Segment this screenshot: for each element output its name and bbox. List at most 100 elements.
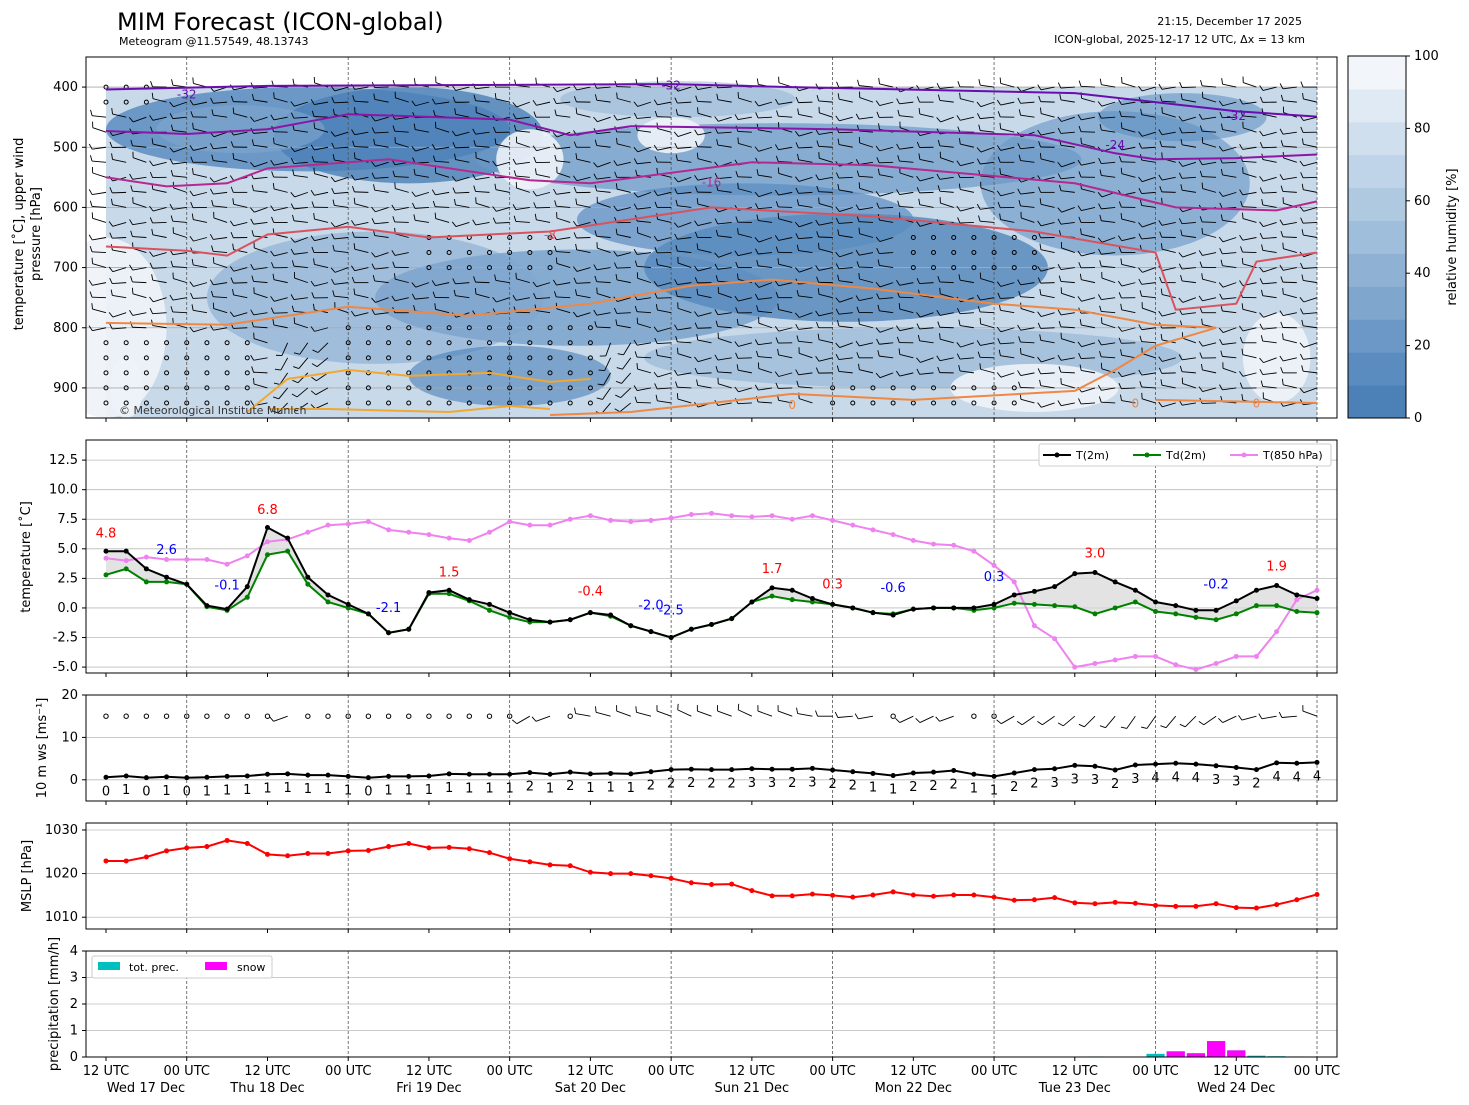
upper-barb-feather bbox=[1057, 218, 1062, 225]
upper-barb-staff bbox=[899, 327, 914, 332]
calm-wind-marker bbox=[365, 355, 371, 361]
upper-barb-feather bbox=[332, 108, 335, 115]
calm-wind-marker bbox=[426, 355, 432, 361]
upper-barb-feather bbox=[979, 363, 981, 370]
upper-barb-feather bbox=[996, 190, 1002, 197]
surface-barb-feather bbox=[915, 718, 921, 723]
upper-barb-staff bbox=[297, 372, 309, 384]
upper-barb-staff bbox=[293, 174, 308, 178]
upper-barb-feather bbox=[673, 222, 679, 228]
calm-wind-marker bbox=[123, 385, 129, 391]
wind-speed-value: 1 bbox=[889, 783, 897, 798]
surface-barb-staff bbox=[919, 715, 934, 723]
upper-barb-feather bbox=[818, 242, 820, 249]
wind-speed-point bbox=[446, 771, 452, 777]
series-point-0 bbox=[305, 574, 311, 580]
calm-wind-marker bbox=[951, 385, 957, 391]
upper-barb-staff bbox=[213, 262, 228, 269]
upper-barb-feather bbox=[472, 174, 477, 180]
upper-barb-feather bbox=[714, 252, 719, 258]
upper-barb-feather bbox=[1218, 327, 1224, 333]
upper-barb-feather bbox=[959, 92, 961, 99]
upper-barb-feather bbox=[251, 275, 254, 282]
upper-barb-staff bbox=[576, 176, 591, 182]
upper-barb-feather bbox=[997, 338, 1001, 344]
calm-wind-marker bbox=[1011, 235, 1017, 240]
upper-barb-staff bbox=[1141, 86, 1156, 92]
upper-barb-feather bbox=[815, 219, 820, 226]
upper-barb-staff bbox=[1060, 312, 1075, 316]
upper-barb-staff bbox=[1000, 146, 1015, 151]
calm-surface-wind-marker bbox=[345, 713, 351, 719]
series-point-1 bbox=[1193, 614, 1199, 620]
calm-surface-wind-marker bbox=[224, 713, 230, 719]
upper-barb-feather bbox=[274, 368, 281, 371]
wind-speed-value: 0 bbox=[102, 784, 110, 799]
isotherm-label: 0 bbox=[1132, 397, 1140, 411]
upper-barb-staff bbox=[677, 398, 692, 404]
upper-barb-feather bbox=[1040, 107, 1042, 114]
calm-wind-marker bbox=[547, 400, 553, 406]
mslp-point bbox=[466, 846, 472, 852]
upper-barb-staff bbox=[758, 297, 773, 300]
series-point-2 bbox=[910, 538, 916, 544]
calm-wind-marker bbox=[830, 385, 836, 391]
upper-barb-staff bbox=[1282, 190, 1297, 193]
upper-barb-feather bbox=[89, 245, 93, 252]
upper-barb-feather bbox=[716, 93, 719, 100]
wind-speed-value: 2 bbox=[566, 779, 574, 794]
calm-wind-marker bbox=[184, 355, 190, 361]
upper-barb-staff bbox=[697, 294, 712, 299]
upper-barb-staff bbox=[1162, 357, 1176, 362]
upper-barb-feather bbox=[916, 96, 920, 103]
upper-barb-feather bbox=[877, 304, 880, 311]
upper-barb-staff bbox=[960, 143, 974, 148]
upper-barb-feather bbox=[1180, 184, 1183, 191]
upper-barb-feather bbox=[999, 122, 1002, 129]
upper-barb-staff bbox=[334, 191, 349, 195]
upper-barb-feather bbox=[896, 336, 900, 343]
upper-barb-feather bbox=[89, 200, 93, 207]
upper-barb-staff bbox=[677, 386, 692, 389]
series-point-2 bbox=[386, 527, 392, 533]
upper-barb-staff bbox=[213, 114, 228, 118]
wind-speed-value: 1 bbox=[869, 780, 877, 795]
upper-barb-staff bbox=[980, 220, 995, 223]
upper-barb-feather bbox=[130, 276, 133, 283]
upper-barb-staff bbox=[515, 175, 530, 178]
series-point-2 bbox=[668, 515, 674, 521]
upper-barb-staff bbox=[1161, 176, 1176, 181]
upper-barb-feather bbox=[1037, 322, 1042, 329]
surface-barb-staff bbox=[717, 710, 732, 717]
calm-wind-marker bbox=[971, 385, 977, 391]
upper-barb-staff bbox=[899, 146, 914, 150]
snow-bar bbox=[1207, 1041, 1226, 1057]
calm-wind-marker bbox=[123, 400, 129, 406]
surface-barb-staff bbox=[1042, 715, 1055, 726]
upper-barb-feather bbox=[856, 170, 860, 177]
series-point-1 bbox=[244, 594, 250, 600]
calm-wind-marker bbox=[406, 400, 412, 406]
upper-barb-staff bbox=[354, 222, 369, 226]
temperature-tick-label: -2.5 bbox=[53, 631, 78, 646]
isotherm-line bbox=[1155, 398, 1318, 404]
calm-wind-marker bbox=[446, 400, 452, 406]
upper-barb-feather bbox=[1139, 199, 1143, 206]
upper-barb-staff bbox=[374, 267, 389, 270]
surface-barb-staff bbox=[616, 710, 631, 717]
upper-barb-staff bbox=[980, 146, 995, 153]
upper-barb-feather bbox=[413, 305, 416, 312]
upper-barb-staff bbox=[1282, 145, 1297, 148]
series-point-1 bbox=[1132, 599, 1138, 605]
upper-barb-feather bbox=[1301, 274, 1304, 281]
wind-speed-value: 1 bbox=[586, 781, 594, 796]
upper-barb-feather bbox=[1118, 337, 1122, 344]
upper-barb-staff bbox=[435, 127, 450, 133]
series-point-0 bbox=[446, 587, 452, 593]
series-point-0 bbox=[164, 574, 170, 580]
upper-barb-staff bbox=[717, 312, 732, 316]
upper-barb-feather bbox=[1037, 129, 1042, 136]
upper-barb-feather bbox=[1199, 261, 1203, 268]
upper-barb-feather bbox=[371, 297, 376, 303]
